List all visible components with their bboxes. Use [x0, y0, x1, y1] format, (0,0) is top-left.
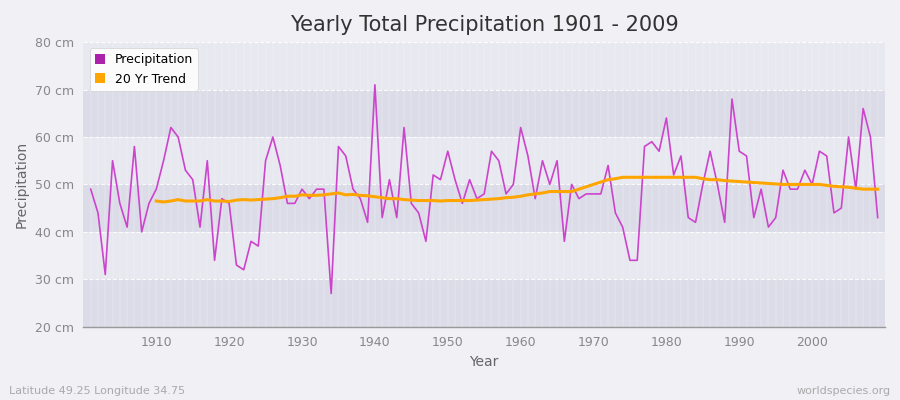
Line: Precipitation: Precipitation [91, 85, 878, 294]
Precipitation [326, 291, 337, 296]
Precipitation [355, 196, 365, 201]
Bar [84, 279, 885, 327]
X-axis label: Year: Year [470, 355, 499, 369]
Bar [84, 42, 885, 90]
20 Yr Trend [872, 187, 883, 192]
Precipitation [872, 215, 883, 220]
20 Yr Trend [530, 192, 541, 196]
Line: 20 Yr Trend: 20 Yr Trend [157, 177, 878, 202]
20 Yr Trend [617, 175, 628, 180]
Precipitation [86, 187, 96, 192]
Precipitation [530, 196, 541, 201]
Y-axis label: Precipitation: Precipitation [15, 141, 29, 228]
Precipitation [144, 201, 155, 206]
20 Yr Trend [297, 192, 308, 197]
Text: Latitude 49.25 Longitude 34.75: Latitude 49.25 Longitude 34.75 [9, 386, 185, 396]
20 Yr Trend [829, 184, 840, 189]
20 Yr Trend [158, 200, 169, 204]
Precipitation [523, 154, 534, 158]
Legend: Precipitation, 20 Yr Trend: Precipitation, 20 Yr Trend [90, 48, 198, 91]
20 Yr Trend [588, 182, 598, 187]
20 Yr Trend [151, 199, 162, 204]
20 Yr Trend [850, 186, 861, 191]
20 Yr Trend [326, 192, 337, 196]
Bar [84, 184, 885, 232]
Precipitation [370, 82, 381, 87]
Bar [84, 232, 885, 279]
Precipitation [304, 196, 315, 201]
Title: Yearly Total Precipitation 1901 - 2009: Yearly Total Precipitation 1901 - 2009 [290, 15, 679, 35]
Bar [84, 137, 885, 184]
Text: worldspecies.org: worldspecies.org [796, 386, 891, 396]
Precipitation [617, 225, 628, 230]
Bar [84, 90, 885, 137]
